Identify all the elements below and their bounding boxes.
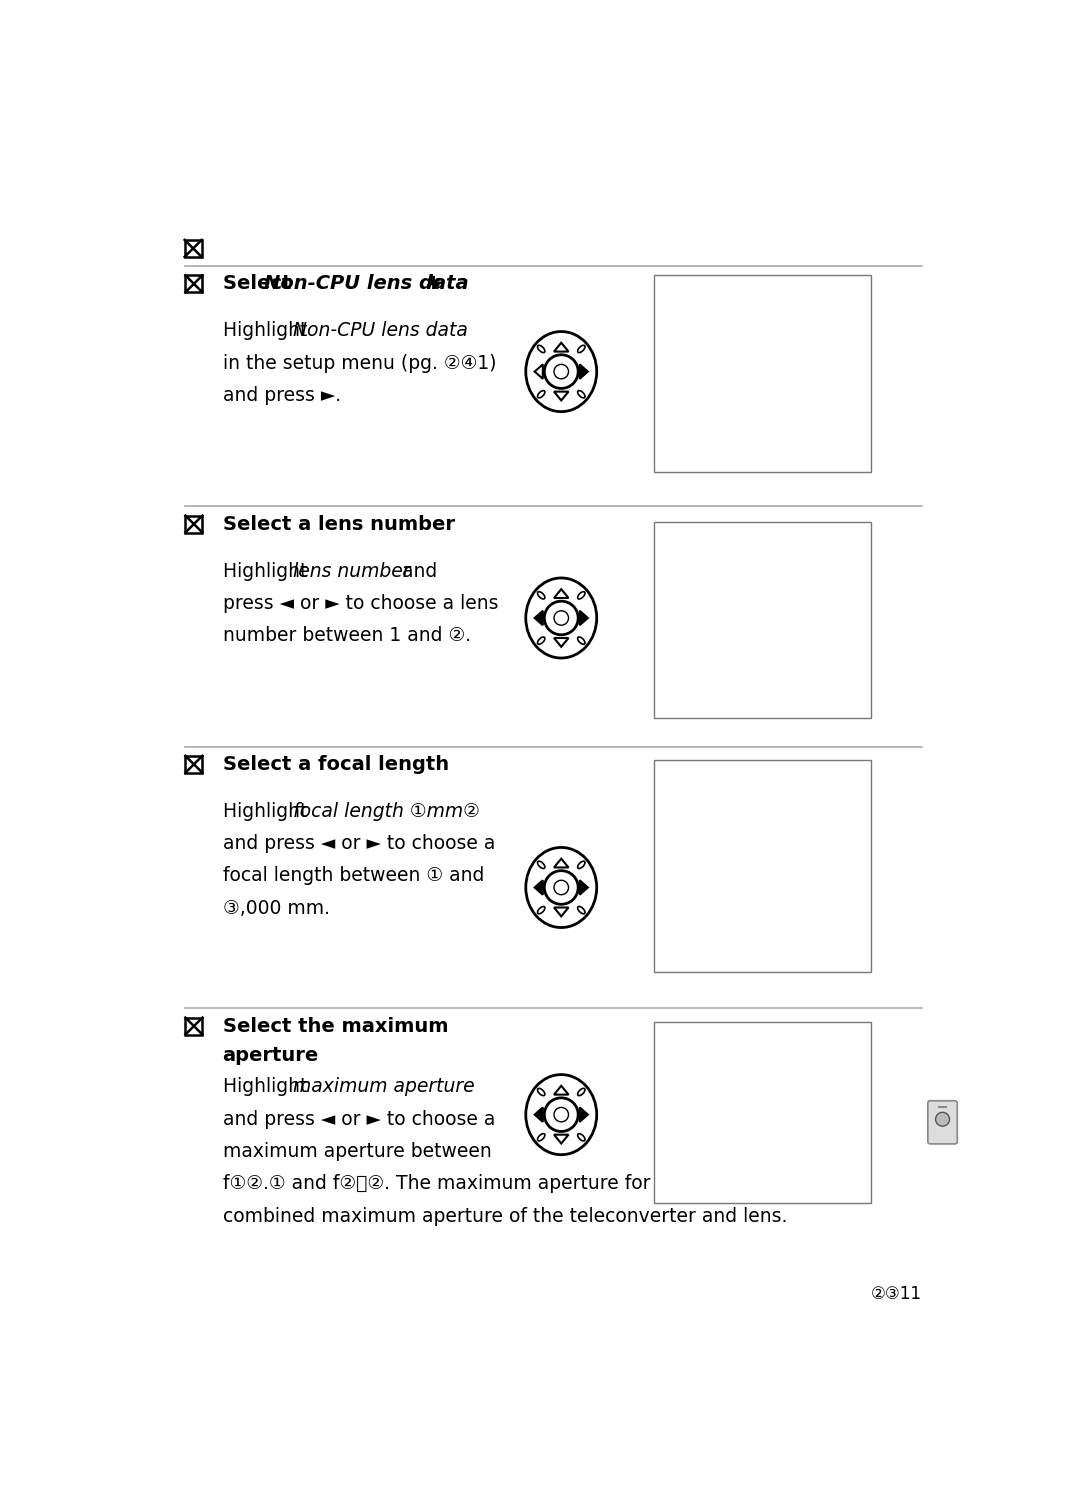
Text: maximum aperture: maximum aperture (293, 1077, 474, 1097)
Bar (186, 756, 202, 773)
Ellipse shape (578, 591, 585, 599)
Text: lens number: lens number (293, 562, 410, 581)
Text: combined maximum aperture of the teleconverter and lens.: combined maximum aperture of the telecon… (222, 1207, 787, 1226)
Text: Select: Select (222, 275, 298, 293)
Ellipse shape (538, 345, 545, 352)
Text: ③,000 mm.: ③,000 mm. (222, 899, 329, 918)
Circle shape (544, 602, 578, 635)
Bar (186, 516, 202, 532)
Ellipse shape (578, 1134, 585, 1141)
Ellipse shape (578, 862, 585, 868)
Ellipse shape (538, 906, 545, 914)
Text: focal length ①mm②: focal length ①mm② (293, 802, 480, 820)
Bar (654, 1022, 872, 1204)
Ellipse shape (526, 578, 597, 658)
Ellipse shape (578, 637, 585, 645)
Polygon shape (554, 1086, 568, 1095)
Polygon shape (554, 1135, 568, 1143)
Circle shape (935, 1113, 949, 1126)
Ellipse shape (578, 345, 585, 352)
Polygon shape (580, 364, 588, 379)
Ellipse shape (538, 391, 545, 398)
Ellipse shape (538, 637, 545, 645)
Text: Highlight: Highlight (222, 802, 313, 820)
Ellipse shape (538, 862, 545, 868)
Text: press ◄ or ► to choose a lens: press ◄ or ► to choose a lens (222, 594, 498, 612)
Polygon shape (554, 343, 568, 352)
Bar (185, 239, 202, 257)
Polygon shape (580, 1107, 588, 1122)
Bar (654, 522, 872, 718)
Bar (186, 275, 202, 293)
Polygon shape (535, 1107, 543, 1122)
Ellipse shape (526, 1074, 597, 1155)
Circle shape (544, 355, 578, 388)
Polygon shape (554, 637, 568, 646)
Text: f①②.① and f②Ⓤ②. The maximum aperture for teleconverters is the: f①②.① and f②Ⓤ②. The maximum aperture for… (222, 1174, 850, 1193)
Text: in the setup menu (pg. ②④1): in the setup menu (pg. ②④1) (222, 354, 496, 373)
Text: ②③11: ②③11 (870, 1285, 921, 1303)
Ellipse shape (538, 1134, 545, 1141)
Polygon shape (554, 859, 568, 868)
FancyBboxPatch shape (928, 1101, 957, 1144)
Polygon shape (554, 908, 568, 917)
Polygon shape (580, 880, 588, 895)
Text: number between 1 and ②.: number between 1 and ②. (222, 626, 471, 645)
Polygon shape (535, 611, 543, 626)
Circle shape (554, 880, 568, 895)
Ellipse shape (538, 591, 545, 599)
Text: Non-CPU lens data: Non-CPU lens data (293, 321, 468, 340)
Circle shape (554, 611, 568, 626)
Text: and press ►.: and press ►. (222, 386, 340, 406)
Text: Highlight: Highlight (222, 562, 313, 581)
Circle shape (544, 871, 578, 905)
Text: ✱: ✱ (427, 275, 442, 293)
Bar (654, 761, 872, 972)
Polygon shape (535, 880, 543, 895)
Polygon shape (580, 611, 588, 626)
Ellipse shape (526, 331, 597, 412)
Ellipse shape (578, 906, 585, 914)
Text: Non-CPU lens data: Non-CPU lens data (264, 275, 469, 293)
Ellipse shape (526, 847, 597, 927)
Circle shape (554, 1107, 568, 1122)
Text: focal length between ① and: focal length between ① and (222, 866, 484, 886)
Circle shape (554, 364, 568, 379)
Polygon shape (554, 588, 568, 597)
Text: Highlight: Highlight (222, 1077, 313, 1097)
Text: and press ◄ or ► to choose a: and press ◄ or ► to choose a (222, 834, 495, 853)
Polygon shape (535, 364, 543, 379)
Text: Select a lens number: Select a lens number (222, 514, 455, 533)
Bar (654, 275, 872, 471)
Bar (186, 1018, 202, 1034)
Text: Select a focal length: Select a focal length (222, 755, 448, 774)
Text: and: and (383, 562, 437, 581)
Ellipse shape (578, 1088, 585, 1095)
Circle shape (544, 1098, 578, 1131)
Polygon shape (554, 392, 568, 400)
Ellipse shape (538, 1088, 545, 1095)
Text: aperture: aperture (222, 1046, 319, 1065)
Text: and press ◄ or ► to choose a: and press ◄ or ► to choose a (222, 1110, 495, 1129)
Text: Highlight: Highlight (222, 321, 313, 340)
Text: Select the maximum: Select the maximum (222, 1016, 448, 1036)
Text: maximum aperture between: maximum aperture between (222, 1143, 491, 1161)
Ellipse shape (578, 391, 585, 398)
